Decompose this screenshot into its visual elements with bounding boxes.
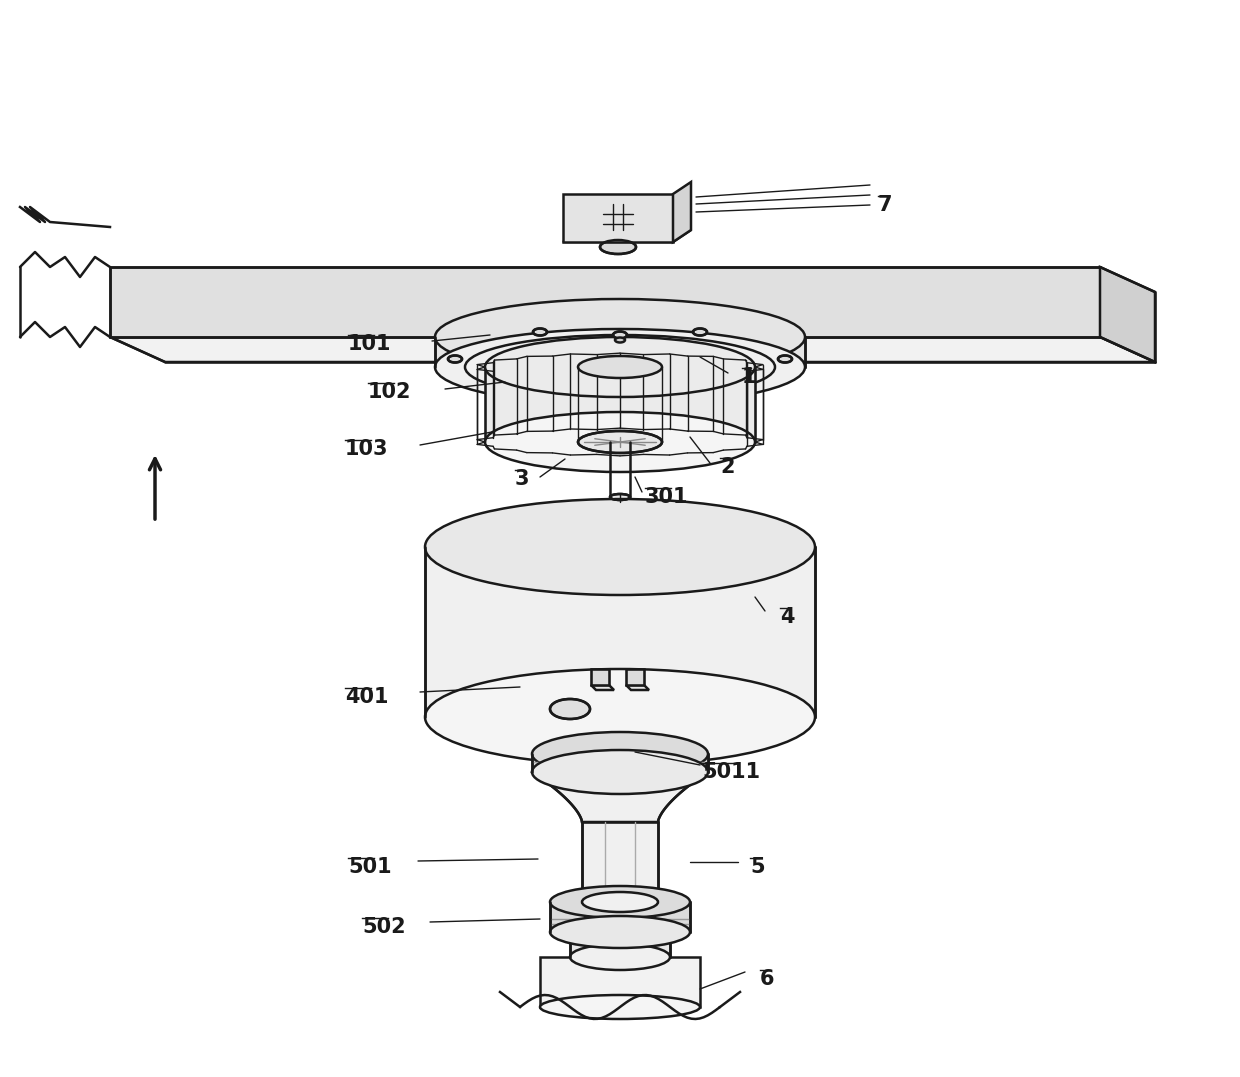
Text: 102: 102 bbox=[368, 382, 412, 402]
Text: 4: 4 bbox=[780, 607, 795, 627]
Text: 7: 7 bbox=[878, 195, 893, 215]
Text: 3: 3 bbox=[515, 468, 529, 489]
Polygon shape bbox=[563, 194, 673, 242]
Ellipse shape bbox=[435, 328, 805, 405]
Polygon shape bbox=[539, 957, 701, 1007]
Text: 501: 501 bbox=[348, 857, 392, 877]
Text: 2: 2 bbox=[720, 457, 734, 477]
Polygon shape bbox=[425, 547, 815, 717]
Ellipse shape bbox=[551, 917, 689, 948]
Ellipse shape bbox=[600, 240, 636, 254]
Polygon shape bbox=[591, 685, 614, 690]
Polygon shape bbox=[570, 932, 670, 957]
Ellipse shape bbox=[610, 494, 630, 500]
Text: 101: 101 bbox=[348, 334, 392, 354]
Text: 6: 6 bbox=[760, 969, 775, 989]
Ellipse shape bbox=[777, 355, 792, 363]
Ellipse shape bbox=[425, 669, 815, 765]
Text: 502: 502 bbox=[362, 917, 405, 937]
Polygon shape bbox=[110, 337, 1154, 362]
Ellipse shape bbox=[578, 356, 662, 378]
Ellipse shape bbox=[425, 499, 815, 595]
Ellipse shape bbox=[448, 355, 463, 363]
Text: 5: 5 bbox=[750, 857, 765, 877]
Polygon shape bbox=[532, 754, 708, 772]
Ellipse shape bbox=[551, 886, 689, 918]
Ellipse shape bbox=[532, 732, 708, 777]
Polygon shape bbox=[582, 822, 658, 903]
Polygon shape bbox=[1100, 267, 1154, 362]
Polygon shape bbox=[626, 685, 649, 690]
Ellipse shape bbox=[539, 995, 701, 1019]
Text: 301: 301 bbox=[645, 487, 688, 507]
Ellipse shape bbox=[465, 335, 775, 398]
Ellipse shape bbox=[435, 299, 805, 375]
Polygon shape bbox=[591, 669, 609, 685]
Text: 103: 103 bbox=[345, 439, 388, 459]
Ellipse shape bbox=[551, 699, 590, 719]
Ellipse shape bbox=[615, 337, 625, 342]
Ellipse shape bbox=[613, 332, 627, 338]
Polygon shape bbox=[532, 772, 708, 822]
Polygon shape bbox=[435, 337, 805, 367]
Ellipse shape bbox=[570, 945, 670, 970]
Ellipse shape bbox=[532, 750, 708, 794]
Ellipse shape bbox=[570, 919, 670, 945]
Text: 401: 401 bbox=[345, 687, 388, 707]
Text: 1: 1 bbox=[742, 367, 756, 387]
Text: 5011: 5011 bbox=[702, 763, 760, 782]
Ellipse shape bbox=[693, 328, 707, 336]
Polygon shape bbox=[626, 669, 644, 685]
Ellipse shape bbox=[485, 337, 755, 397]
Polygon shape bbox=[551, 903, 689, 932]
Polygon shape bbox=[673, 182, 691, 242]
Polygon shape bbox=[110, 267, 1100, 337]
Ellipse shape bbox=[533, 328, 547, 336]
Ellipse shape bbox=[485, 412, 755, 472]
Polygon shape bbox=[485, 367, 755, 442]
Ellipse shape bbox=[578, 431, 662, 453]
Polygon shape bbox=[563, 230, 691, 242]
Ellipse shape bbox=[582, 892, 658, 912]
